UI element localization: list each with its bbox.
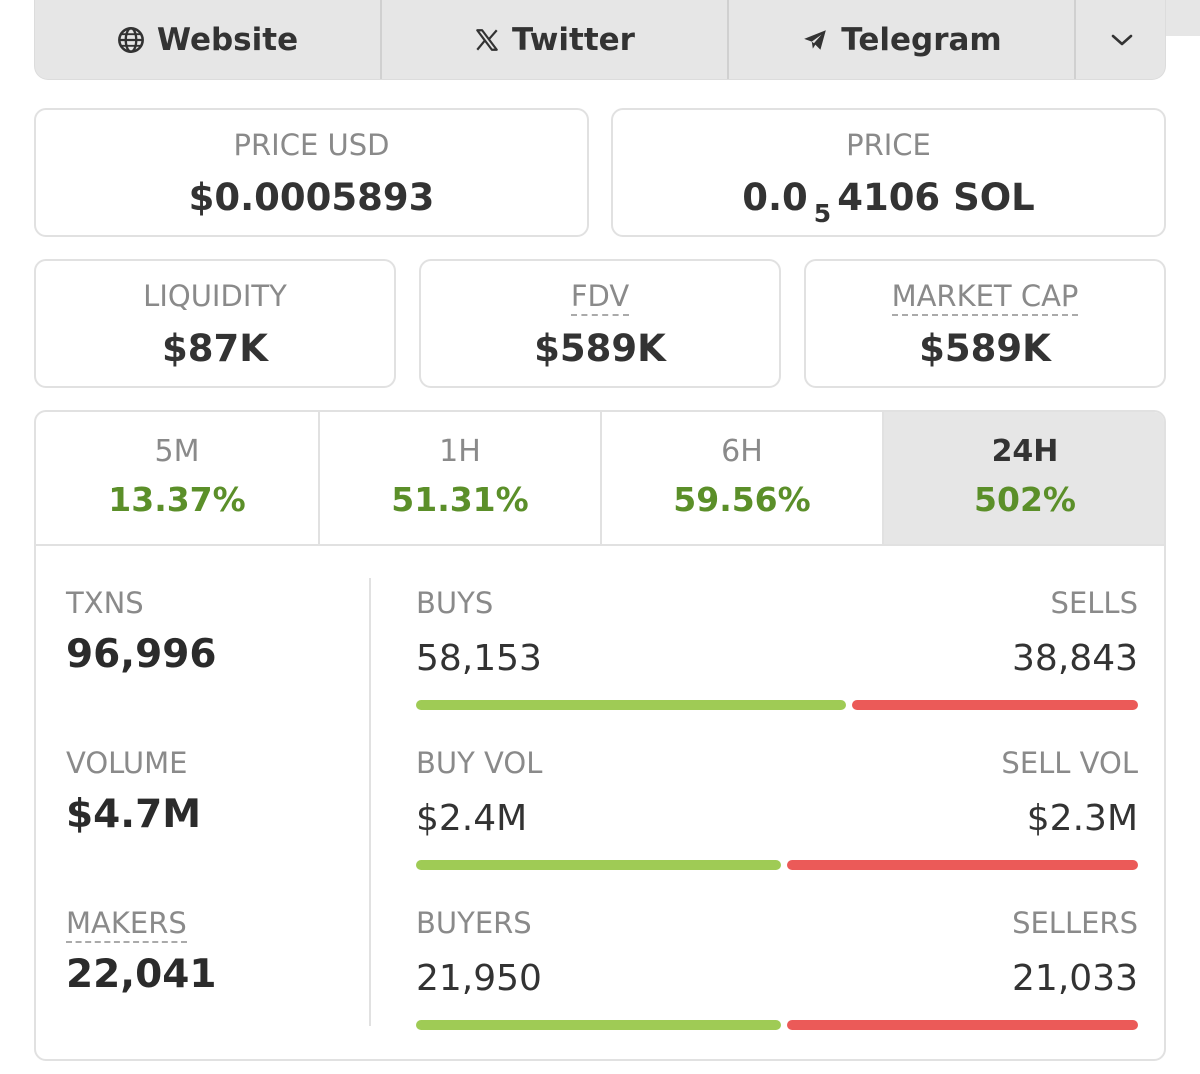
buy-vol-value: $2.4M <box>416 798 528 839</box>
buys-bar <box>416 700 846 710</box>
liquidity-label: LIQUIDITY <box>143 279 287 313</box>
market-cap-value: $589K <box>919 327 1051 370</box>
top-strip-edge <box>1165 0 1200 36</box>
sells-label: SELLS <box>1050 586 1138 620</box>
website-link[interactable]: Website <box>35 0 380 79</box>
makers-metric: MAKERS 22,041 <box>66 906 217 997</box>
price-native-prefix: 0.0 <box>742 176 808 219</box>
volume-value: $4.7M <box>66 792 202 837</box>
sell-vol-label: SELL VOL <box>1001 746 1138 780</box>
liquidity-value: $87K <box>162 327 268 370</box>
tab-change: 59.56% <box>673 480 811 519</box>
buy-sell-volume-row: BUY VOL SELL VOL $2.4M $2.3M <box>416 746 1138 876</box>
tab-change: 51.31% <box>391 480 529 519</box>
makers-value: 22,041 <box>66 952 217 997</box>
stats-panel: 5M 13.37% 1H 51.31% 6H 59.56% 24H 502% T… <box>34 410 1166 1061</box>
x-logo-icon <box>474 27 500 53</box>
txns-value: 96,996 <box>66 632 217 677</box>
telegram-link[interactable]: Telegram <box>727 0 1074 79</box>
price-usd-value: $0.0005893 <box>188 176 435 219</box>
tab-label: 24H <box>991 434 1059 469</box>
price-native-card: PRICE 0.0 5 4106 SOL <box>611 108 1166 237</box>
tab-24h[interactable]: 24H 502% <box>882 412 1164 544</box>
timeframe-tabs: 5M 13.37% 1H 51.31% 6H 59.56% 24H 502% <box>36 412 1164 546</box>
makers-label[interactable]: MAKERS <box>66 906 187 943</box>
sellers-label: SELLERS <box>1012 906 1138 940</box>
buys-label: BUYS <box>416 586 494 620</box>
volume-metric: VOLUME $4.7M <box>66 746 201 837</box>
column-divider <box>369 578 371 1026</box>
buyers-value: 21,950 <box>416 958 542 999</box>
globe-icon <box>117 26 145 54</box>
tab-5m[interactable]: 5M 13.37% <box>36 412 318 544</box>
website-label: Website <box>156 21 299 58</box>
twitter-label: Twitter <box>512 21 635 58</box>
fdv-card: FDV $589K <box>419 259 781 388</box>
buys-sells-row: BUYS SELLS 58,153 38,843 <box>416 586 1138 716</box>
tab-1h[interactable]: 1H 51.31% <box>318 412 600 544</box>
social-links-bar: Website Twitter Telegram <box>34 0 1166 80</box>
telegram-label: Telegram <box>841 21 1002 58</box>
sellers-bar <box>787 1020 1138 1030</box>
volume-label: VOLUME <box>66 746 188 780</box>
buyers-label: BUYERS <box>416 906 532 940</box>
fdv-label[interactable]: FDV <box>570 279 630 316</box>
txns-metric: TXNS 96,996 <box>66 586 217 677</box>
market-cap-card: MARKET CAP $589K <box>804 259 1166 388</box>
sells-bar <box>852 700 1138 710</box>
price-usd-label: PRICE USD <box>233 128 390 162</box>
price-usd-card: PRICE USD $0.0005893 <box>34 108 589 237</box>
price-native-suffix: 4106 SOL <box>837 176 1035 219</box>
buys-value: 58,153 <box>416 638 542 679</box>
price-native-zero-count: 5 <box>813 199 832 228</box>
fdv-value: $589K <box>534 327 666 370</box>
telegram-icon <box>801 27 829 53</box>
buy-vol-label: BUY VOL <box>416 746 543 780</box>
buy-vol-bar <box>416 860 781 870</box>
twitter-link[interactable]: Twitter <box>380 0 727 79</box>
price-native-value: 0.0 5 4106 SOL <box>613 176 1164 228</box>
buyers-sellers-row: BUYERS SELLERS 21,950 21,033 <box>416 906 1138 1036</box>
tab-label: 1H <box>439 434 481 469</box>
tab-change: 13.37% <box>108 480 246 519</box>
sells-value: 38,843 <box>1012 638 1138 679</box>
tab-label: 6H <box>721 434 763 469</box>
buyers-bar <box>416 1020 781 1030</box>
txns-label: TXNS <box>66 586 144 620</box>
more-links-button[interactable] <box>1074 0 1167 79</box>
price-native-label: PRICE <box>846 128 931 162</box>
tab-6h[interactable]: 6H 59.56% <box>600 412 882 544</box>
liquidity-card: LIQUIDITY $87K <box>34 259 396 388</box>
chevron-down-icon <box>1110 32 1134 48</box>
sell-vol-bar <box>787 860 1138 870</box>
tab-change: 502% <box>974 480 1076 519</box>
sell-vol-value: $2.3M <box>1026 798 1138 839</box>
market-cap-label[interactable]: MARKET CAP <box>891 279 1079 316</box>
sellers-value: 21,033 <box>1012 958 1138 999</box>
tab-label: 5M <box>154 434 200 469</box>
